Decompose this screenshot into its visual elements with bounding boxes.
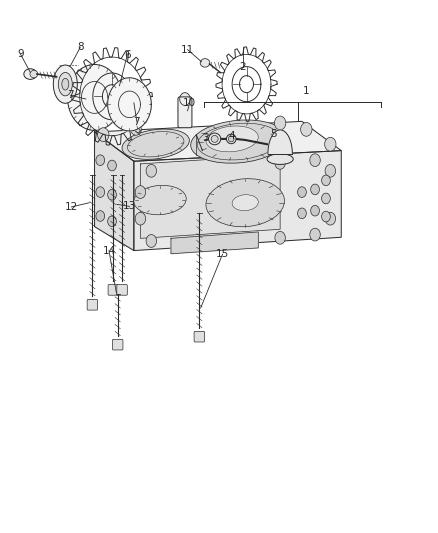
Text: 4: 4 bbox=[229, 131, 235, 141]
Polygon shape bbox=[134, 151, 341, 251]
Text: 7: 7 bbox=[67, 90, 74, 100]
Ellipse shape bbox=[267, 154, 293, 165]
Circle shape bbox=[275, 157, 286, 169]
Circle shape bbox=[275, 116, 286, 130]
Text: 15: 15 bbox=[216, 249, 229, 259]
Ellipse shape bbox=[211, 135, 218, 142]
Ellipse shape bbox=[53, 65, 78, 103]
Ellipse shape bbox=[226, 134, 236, 144]
FancyBboxPatch shape bbox=[113, 340, 123, 350]
Ellipse shape bbox=[134, 185, 186, 215]
Ellipse shape bbox=[30, 70, 38, 78]
Circle shape bbox=[325, 138, 336, 151]
Circle shape bbox=[310, 154, 320, 166]
Circle shape bbox=[297, 187, 306, 197]
Polygon shape bbox=[95, 132, 134, 251]
FancyBboxPatch shape bbox=[178, 97, 192, 128]
Circle shape bbox=[98, 128, 109, 142]
Circle shape bbox=[131, 122, 142, 135]
Ellipse shape bbox=[206, 179, 284, 227]
Text: 7: 7 bbox=[134, 117, 140, 127]
Polygon shape bbox=[141, 155, 280, 238]
Ellipse shape bbox=[232, 195, 258, 211]
Text: 11: 11 bbox=[181, 45, 194, 54]
FancyBboxPatch shape bbox=[117, 285, 127, 295]
Circle shape bbox=[96, 211, 105, 221]
Circle shape bbox=[146, 235, 156, 247]
Text: 2: 2 bbox=[240, 62, 246, 72]
Text: 6: 6 bbox=[124, 50, 131, 60]
Text: 5: 5 bbox=[270, 128, 277, 139]
Circle shape bbox=[325, 165, 336, 177]
Circle shape bbox=[300, 123, 312, 136]
Circle shape bbox=[311, 184, 319, 195]
Circle shape bbox=[108, 216, 117, 227]
Circle shape bbox=[96, 155, 105, 165]
Text: 12: 12 bbox=[65, 202, 78, 212]
Ellipse shape bbox=[58, 72, 72, 96]
Circle shape bbox=[108, 160, 117, 171]
Circle shape bbox=[108, 189, 117, 200]
Circle shape bbox=[321, 175, 330, 185]
FancyBboxPatch shape bbox=[108, 285, 119, 295]
Circle shape bbox=[321, 211, 330, 222]
Polygon shape bbox=[171, 232, 258, 254]
Text: 10: 10 bbox=[183, 98, 196, 108]
Text: 1: 1 bbox=[303, 86, 310, 96]
Circle shape bbox=[96, 187, 105, 197]
Circle shape bbox=[297, 208, 306, 219]
Ellipse shape bbox=[200, 59, 210, 67]
Circle shape bbox=[321, 193, 330, 204]
Polygon shape bbox=[95, 122, 341, 161]
FancyBboxPatch shape bbox=[194, 332, 205, 342]
Text: 8: 8 bbox=[77, 43, 84, 52]
FancyBboxPatch shape bbox=[87, 300, 98, 310]
Ellipse shape bbox=[208, 133, 221, 145]
Circle shape bbox=[146, 165, 156, 177]
Polygon shape bbox=[180, 93, 190, 106]
Circle shape bbox=[275, 231, 286, 244]
Circle shape bbox=[325, 212, 336, 225]
Text: 3: 3 bbox=[202, 133, 208, 143]
Ellipse shape bbox=[206, 126, 258, 152]
Polygon shape bbox=[108, 78, 151, 131]
Text: 14: 14 bbox=[102, 246, 116, 255]
Circle shape bbox=[135, 185, 146, 198]
Circle shape bbox=[311, 205, 319, 216]
Ellipse shape bbox=[191, 120, 286, 163]
Polygon shape bbox=[268, 130, 292, 154]
Ellipse shape bbox=[24, 69, 37, 79]
Text: 9: 9 bbox=[17, 49, 24, 59]
Ellipse shape bbox=[62, 78, 69, 90]
Text: 13: 13 bbox=[123, 201, 136, 212]
Circle shape bbox=[310, 228, 320, 241]
Circle shape bbox=[135, 212, 146, 225]
Polygon shape bbox=[67, 64, 122, 131]
Ellipse shape bbox=[228, 136, 234, 142]
Ellipse shape bbox=[122, 129, 189, 159]
